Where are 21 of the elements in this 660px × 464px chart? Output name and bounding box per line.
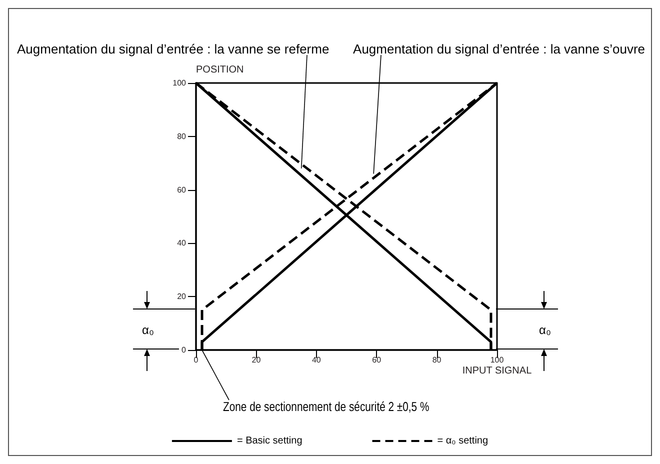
x-tick-label: 40 <box>312 356 322 364</box>
y-tick-label: 100 <box>172 78 187 88</box>
y-tick-label: 60 <box>177 185 187 194</box>
y-axis-title: POSITION <box>196 64 244 76</box>
y-tick-label: 20 <box>177 292 187 302</box>
annotation: Augmentation du signal d’entrée : la vanne se referme <box>17 42 330 56</box>
x-tick-label: 80 <box>432 356 442 364</box>
text: α₀ <box>142 322 154 337</box>
y-tick-label: 0 <box>182 346 187 354</box>
annotation: Augmentation du signal d’entrée : la vanne s’ouvre <box>353 42 645 56</box>
y-tick-label: 80 <box>177 132 187 141</box>
x-tick-label: 0 <box>194 356 199 364</box>
x-tick-label: 60 <box>372 356 382 364</box>
x-tick-label: 100 <box>490 356 504 364</box>
legend-label: = Basic setting <box>236 436 302 446</box>
x-tick-label: 20 <box>252 356 262 364</box>
x-axis-title: INPUT SIGNAL <box>462 366 532 376</box>
y-tick-label: 40 <box>177 238 187 248</box>
text: α₀ <box>539 322 551 337</box>
legend-label: = α₀ setting <box>437 436 488 446</box>
annotation: Zone de sectionnement de sécurité 2 ±0,5 % <box>223 400 430 414</box>
